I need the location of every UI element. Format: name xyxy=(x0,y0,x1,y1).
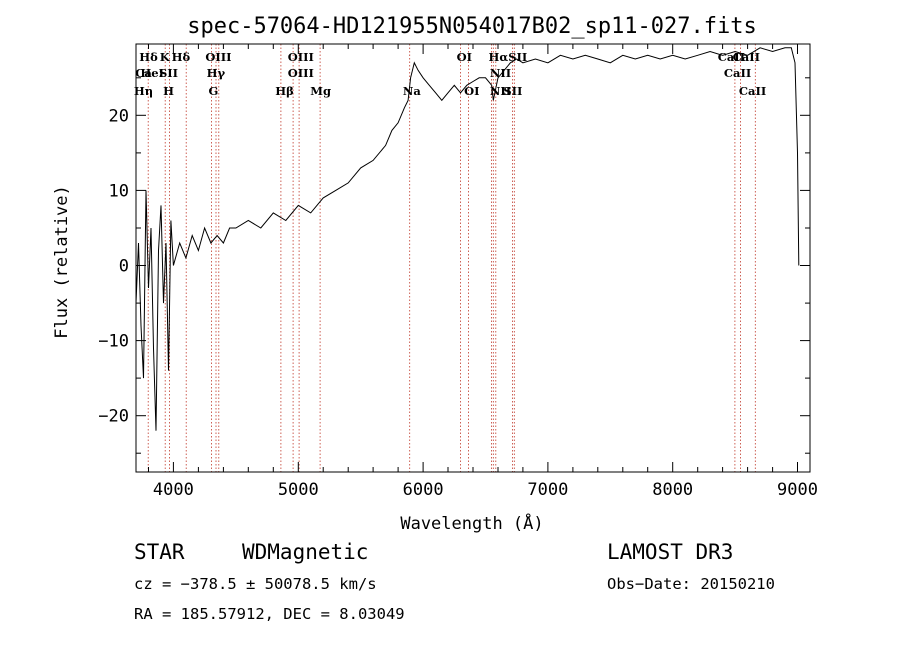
line-label-14: Hβ xyxy=(275,84,294,98)
line-label-24: SII xyxy=(503,84,522,98)
redshift-readout: cz = −378.5 ± 50078.5 km/s xyxy=(134,575,377,593)
line-label-11: Hη xyxy=(134,84,153,98)
line-label-1: K xyxy=(160,50,171,64)
line-label-23: NII xyxy=(490,84,511,98)
y-tick-label-10: 10 xyxy=(109,181,129,201)
y-axis-ticks: −20 −10 0 10 20 xyxy=(98,77,810,454)
coordinates-readout: RA = 185.57912, DEC = 8.03049 xyxy=(134,605,405,623)
line-label-21: CaII xyxy=(733,50,760,64)
line-label-13: G xyxy=(208,84,218,98)
line-label-15: Mg xyxy=(310,84,331,98)
line-label-16: Na xyxy=(403,84,422,98)
x-tick-label-8000: 8000 xyxy=(652,480,693,500)
line-label-19: NII xyxy=(490,66,511,80)
x-tick-label-4000: 4000 xyxy=(153,480,194,500)
line-label-2: Hδ xyxy=(172,50,191,64)
x-tick-label-9000: 9000 xyxy=(777,480,818,500)
spectral-line-markers xyxy=(147,44,756,472)
x-axis-label: Wavelength (Å) xyxy=(400,512,543,534)
y-tick-label-0: 0 xyxy=(119,257,129,277)
x-tick-label-6000: 6000 xyxy=(403,480,444,500)
y-tick-label--20: −20 xyxy=(98,407,129,427)
chart-title: spec-57064-HD121955N054017B02_sp11-027.f… xyxy=(187,14,757,39)
line-label-9: OIII xyxy=(288,66,314,80)
line-label-25: CaII xyxy=(739,84,766,98)
x-tick-label-5000: 5000 xyxy=(278,480,319,500)
line-label-22: OI xyxy=(464,84,479,98)
line-label-12: H xyxy=(163,84,174,98)
y-axis-label: Flux (relative) xyxy=(52,185,72,339)
line-label-5: Ca xyxy=(135,66,152,80)
plot-frame xyxy=(135,43,811,473)
object-subclass: WDMagnetic xyxy=(242,540,368,564)
y-tick-label-20: 20 xyxy=(109,106,129,126)
obs-date: Obs−Date: 20150210 xyxy=(607,575,775,593)
line-label-3: OIII xyxy=(205,50,231,64)
line-label-17: OI xyxy=(457,50,472,64)
spectrum-line xyxy=(136,47,800,431)
line-label-8: Hγ xyxy=(207,66,226,80)
line-label-20: CaII xyxy=(718,50,745,64)
object-type: STAR xyxy=(134,540,185,564)
y-tick-label--10: −10 xyxy=(98,332,129,352)
survey-name: LAMOST DR3 xyxy=(607,540,733,564)
x-tick-label-7000: 7000 xyxy=(527,480,568,500)
line-label-7: SII xyxy=(159,66,178,80)
line-label-0: Hδ xyxy=(139,50,158,64)
line-label-18: HαSII xyxy=(489,50,528,64)
line-label-4: OIII xyxy=(288,50,314,64)
line-label-10: CaII xyxy=(724,66,751,80)
line-label-6: HeI xyxy=(140,66,164,80)
x-axis-ticks: 4000 5000 6000 7000 8000 9000 xyxy=(148,44,818,500)
